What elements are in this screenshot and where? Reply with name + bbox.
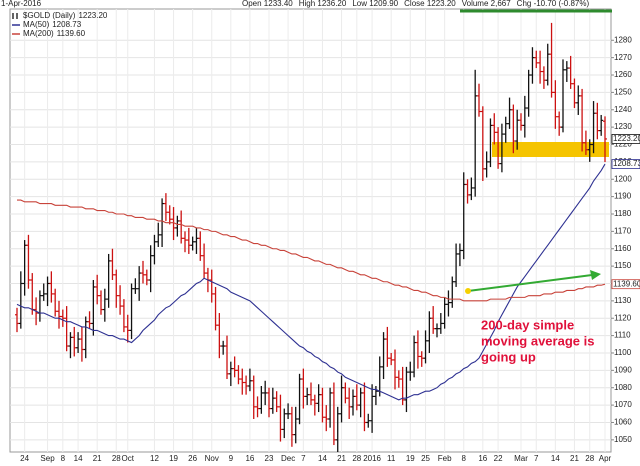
y-tick-label: 1270 [614,53,632,62]
x-tick-label: 8 [462,454,467,463]
price-tag-box [611,134,640,144]
x-tick-label: 16 [478,454,487,463]
x-tick-label: Oct [122,454,135,463]
legend-value: 1139.60 [57,29,86,38]
x-tick-label: 8 [61,454,66,463]
moving-average-line [16,163,606,401]
y-tick-label: 1280 [614,35,632,44]
y-tick-label: 1150 [614,261,632,270]
arrow-start [465,288,471,294]
quote-field: Volume 2,667 [462,0,511,8]
x-tick-label: Nov [205,454,219,463]
price-tag-box [611,159,640,169]
legend-swatch [12,13,18,19]
x-tick-label: 16 [245,454,254,463]
x-tick-label: 21 [93,454,102,463]
trend-arrow [467,274,593,292]
price-tag: 1223.20 [613,134,640,143]
x-tick-label: Sep [40,454,55,463]
date-label: 1-Apr-2016 [1,0,42,8]
x-tick-label: 7 [534,454,539,463]
y-tick-label: 1170 [614,226,632,235]
price-tag: 1139.60 [613,279,640,288]
x-tick-label: 28 [112,454,121,463]
x-tick-label: 19 [169,454,178,463]
support-zone [492,142,609,157]
annotation: going up [481,349,536,364]
x-tick-label: 9 [229,454,234,463]
y-tick-label: 1200 [614,174,632,183]
y-tick-label: 1080 [614,383,632,392]
x-tick-label: 28 [585,454,594,463]
x-tick-label: Mar [514,454,528,463]
x-tick-label: 7 [301,454,306,463]
x-tick-label: Dec [281,454,295,463]
plot-area [9,8,612,453]
legend-label: $GOLD (Daily) [23,11,76,20]
legend-label: MA(50) [23,20,50,29]
arrow-head [590,270,601,280]
moving-average-line [17,199,606,302]
marks [15,22,607,452]
x-tick-label: 24 [20,454,29,463]
x-tick-label: 19 [406,454,415,463]
x-tick-label: 21 [570,454,579,463]
y-tick-label: 1060 [614,418,632,427]
x-tick-label: Feb [438,454,452,463]
price-tag: 1208.73 [613,159,640,168]
y-tick-label: 1230 [614,122,632,131]
x-tick-label: 14 [551,454,560,463]
x-tick-label: 12 [150,454,159,463]
quote-field: Low 1209.90 [352,0,398,8]
y-tick-label: 1050 [614,435,632,444]
x-tick-label: 21 [337,454,346,463]
y-tick-label: 1110 [614,331,631,340]
quote-field: High 1236.20 [299,0,347,8]
x-tick-label: 26 [188,454,197,463]
x-tick-label: 11 [387,454,396,463]
y-tick-label: 1100 [614,348,632,357]
y-tick-label: 1250 [614,87,632,96]
y-tick-label: 1090 [614,365,632,374]
grid [10,9,614,452]
price-tag-box [611,279,640,290]
x-tick-label: 22 [494,454,503,463]
y-tick-label: 1190 [614,192,632,201]
annotation: moving average is [481,333,594,348]
x-tick-label: 2016 [363,454,381,463]
y-tick-label: 1070 [614,400,632,409]
x-tick-label: 14 [74,454,83,463]
x-tick-label: 23 [265,454,274,463]
x-tick-label: 14 [318,454,327,463]
x-tick-label: 25 [421,454,430,463]
y-tick-label: 1130 [614,296,632,305]
x-tick-label: Apr [599,454,612,463]
quote-field: Open 1233.40 [242,0,293,8]
y-tick-label: 1180 [614,209,632,218]
annotation: 200-day simple [481,317,574,332]
legend-label: MA(200) [23,29,54,38]
quote-field: Close 1223.20 [404,0,456,8]
y-tick-label: 1260 [614,70,632,79]
y-tick-label: 1120 [614,313,632,322]
quote-field: Chg -10.70 (-0.87%) [517,0,590,8]
y-tick-label: 1160 [614,244,632,253]
y-tick-label: 1220 [614,140,632,149]
y-tick-label: 1240 [614,105,632,114]
labels: 1050106010701080109011001110112011301140… [12,0,640,463]
legend-value: 1223.20 [78,11,107,20]
x-tick-label: 28 [352,454,361,463]
legend-value: 1208.73 [52,20,81,29]
